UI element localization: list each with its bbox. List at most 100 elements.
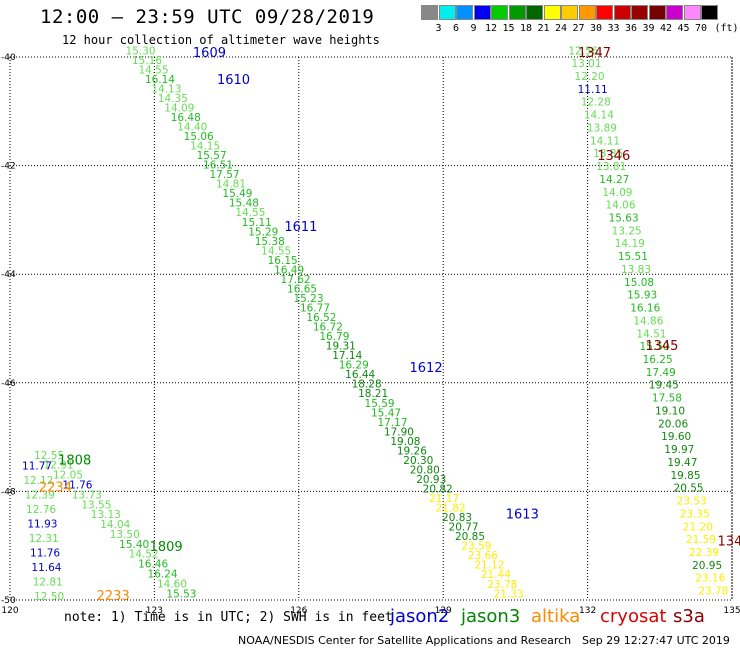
wave-height-label: 12.28: [581, 97, 611, 109]
color-tick-label: 12: [484, 23, 498, 34]
wave-height-label: 20.55: [674, 483, 704, 495]
color-swatch: [683, 5, 701, 20]
wave-height-label: 15.23: [293, 293, 323, 305]
wave-height-label: 15.06: [184, 131, 214, 143]
wave-height-label: 18.21: [358, 388, 388, 400]
wave-height-label: 14.40: [177, 121, 207, 133]
satellite-legend-cryosat: cryosat: [600, 606, 667, 627]
wave-height-label: 16.79: [319, 331, 349, 343]
wave-height-label: 14.52: [129, 549, 159, 561]
color-tick-label: 24: [554, 23, 568, 34]
pass-number-label: 1345: [645, 339, 678, 354]
wave-height-label: 11.77: [22, 461, 52, 473]
lat-tick-label: -42: [1, 162, 16, 172]
wave-height-label: 16.72: [313, 322, 343, 334]
satellite-legend-altika: altika: [531, 606, 581, 627]
color-swatch: [421, 5, 438, 20]
wave-height-label: 14.09: [602, 187, 632, 199]
wave-height-label: 14.06: [605, 200, 635, 212]
lon-tick-label: 135: [723, 606, 740, 616]
wave-height-label: 15.93: [627, 290, 657, 302]
wave-height-label: 17.57: [210, 169, 240, 181]
wave-height-label: 16.15: [268, 255, 298, 267]
wave-height-label: 16.16: [630, 303, 660, 315]
wave-height-label: 20.06: [658, 418, 688, 430]
wave-height-label: 20.95: [692, 560, 722, 572]
wave-height-label: 12.12: [23, 475, 53, 487]
wave-height-label: 13.81: [596, 161, 626, 173]
wave-height-label: 14.04: [100, 519, 130, 531]
wave-height-label: 20.93: [416, 474, 446, 486]
color-swatch: [596, 5, 613, 20]
wave-height-label: 15.29: [248, 226, 278, 238]
wave-height-label: 15.47: [371, 407, 401, 419]
wave-height-label: 17.17: [377, 417, 407, 429]
wave-height-label: 16.24: [148, 569, 178, 581]
wave-height-label: 23.35: [680, 508, 710, 520]
lon-tick-label: 126: [290, 606, 307, 616]
wave-height-label: 11.64: [31, 562, 61, 574]
wave-height-label: 15.50: [640, 341, 670, 353]
wave-height-label: 20.80: [410, 464, 440, 476]
wave-height-label: 14.60: [157, 578, 187, 590]
wave-height-label: 15.49: [222, 188, 252, 200]
pass-number-label: 1809: [150, 540, 183, 555]
wave-height-label: 21.44: [481, 569, 511, 581]
color-swatch: [648, 5, 666, 20]
color-swatch: [701, 5, 718, 20]
wave-height-label: 13.01: [571, 58, 601, 70]
wave-height-label: 18.28: [352, 379, 382, 391]
color-tick-label: 15: [502, 23, 515, 34]
color-tick-label: 27: [572, 23, 585, 34]
wave-height-label: 15.08: [624, 277, 654, 289]
wave-height-label: 16.25: [643, 354, 673, 366]
wave-height-label: 15.59: [365, 398, 395, 410]
color-tick-label: 18: [519, 23, 533, 34]
lat-tick-label: -40: [1, 53, 16, 63]
lat-tick-label: -48: [1, 487, 16, 497]
wave-height-label: 13.83: [621, 264, 651, 276]
wave-height-label: 21.82: [436, 503, 466, 515]
color-tick-label: 9: [470, 23, 477, 34]
satellite-legend-s3a: s3a: [673, 606, 705, 627]
legend-note: note: 1) Time is in UTC; 2) SWH is in fe…: [64, 610, 393, 625]
wave-height-label: 15.57: [197, 150, 227, 162]
color-swatch: [613, 5, 631, 20]
wave-height-label: 11.76: [62, 479, 92, 491]
color-swatch: [526, 5, 543, 20]
satellite-legend-jason3: jason3: [461, 606, 521, 627]
wave-height-label: 12.91: [44, 460, 74, 472]
wave-height-label: 21.33: [494, 588, 524, 600]
color-swatch: [508, 5, 526, 20]
wave-height-label: 20.83: [442, 512, 472, 524]
wave-height-label: 13.55: [81, 499, 111, 511]
wave-height-label: 22.39: [689, 547, 719, 559]
wave-height-label: 16.52: [306, 312, 336, 324]
pass-number-label: 1808: [58, 453, 91, 468]
wave-height-label: 16.14: [145, 74, 175, 86]
wave-height-label: 20.82: [423, 483, 453, 495]
wave-height-label: 12.56: [568, 45, 598, 57]
wave-height-label: 14.55: [261, 245, 291, 257]
wave-height-label: 15.16: [132, 55, 162, 67]
wave-height-label: 12.20: [575, 71, 605, 83]
lon-tick-label: 123: [146, 606, 163, 616]
lat-tick-label: -50: [1, 596, 16, 606]
wave-height-label: 16.49: [274, 264, 304, 276]
wave-height-label: 16.44: [345, 369, 375, 381]
wave-height-label: 19.97: [664, 444, 694, 456]
wave-height-label: 11.76: [30, 548, 60, 560]
color-swatch: [631, 5, 648, 20]
pass-number-label: 1347: [578, 46, 611, 61]
color-swatch: [438, 5, 456, 20]
wave-height-label: 15.63: [609, 213, 639, 225]
wave-height-label: 23.66: [468, 550, 498, 562]
wave-height-label: 15.51: [618, 251, 648, 263]
credit-text: NOAA/NESDIS Center for Satellite Applica…: [238, 634, 572, 647]
wave-height-label: 23.59: [461, 541, 491, 553]
wave-height-label: 20.30: [403, 455, 433, 467]
wave-height-label: 21.17: [429, 493, 459, 505]
wave-height-label: 20.77: [449, 522, 479, 534]
wave-height-label: 12.31: [29, 533, 59, 545]
